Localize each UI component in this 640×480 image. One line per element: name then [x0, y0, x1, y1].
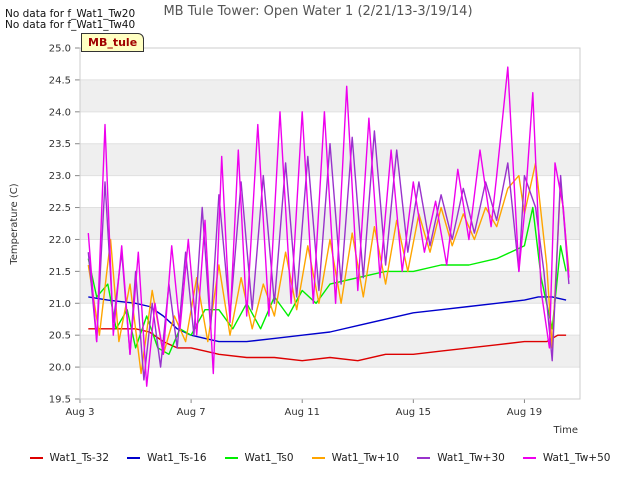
y-tick-label: 21.0 [49, 299, 71, 310]
x-tick-label: Aug 3 [65, 407, 94, 418]
x-tick-label: Aug 7 [177, 407, 206, 418]
y-tick-label: 24.0 [49, 107, 71, 118]
grid-band [80, 271, 580, 304]
chart-title: MB Tule Tower: Open Water 1 (2/21/13-3/1… [163, 4, 472, 19]
y-tick-label: 23.0 [49, 171, 71, 182]
legend-label: Wat1_Tw+50 [542, 452, 611, 464]
y-tick-label: 23.5 [49, 139, 71, 150]
y-tick-label: 22.5 [49, 203, 71, 214]
x-tick-label: Aug 11 [285, 407, 320, 418]
y-tick-label: 20.0 [49, 363, 71, 374]
legend-item: Wat1_Tw+50 [522, 452, 611, 464]
legend-item: Wat1_Ts0 [224, 452, 294, 464]
legend-item: Wat1_Ts-16 [127, 452, 207, 464]
legend-label: Wat1_Ts-32 [49, 452, 110, 464]
legend-swatch [224, 457, 238, 459]
legend-item: Wat1_Ts-32 [29, 452, 110, 464]
y-tick-label: 20.5 [49, 331, 71, 342]
y-axis-ticks: 19.5 20.0 20.5 21.0 21.5 22.0 22.5 23.0 23.5 24.0… [49, 44, 80, 406]
x-axis-ticks: Aug 3 Aug 7 Aug 11 Aug 15 Aug 19 [65, 399, 542, 418]
legend-label: Wat1_Ts0 [244, 452, 294, 464]
grid-band [80, 79, 580, 112]
plot-border [79, 47, 581, 400]
legend-label: Wat1_Ts-16 [147, 452, 207, 464]
series-line-wat1-tw-10 [87, 162, 570, 375]
series-line-wat1-tw-50 [87, 66, 570, 387]
data-lines [87, 66, 570, 387]
legend: Wat1_Ts-32 Wat1_Ts-16 Wat1_Ts0 Wat1_Tw+10 Wa… [0, 452, 640, 464]
no-data-note-2: No data for f_Wat1_Tw40 [5, 19, 136, 31]
legend-swatch [29, 457, 43, 459]
site-badge: MB_tule [81, 33, 145, 52]
x-tick-label: Aug 15 [396, 407, 431, 418]
legend-item: Wat1_Tw+10 [311, 452, 400, 464]
series-line-wat1-ts-32 [88, 328, 567, 362]
no-data-note-1: No data for f_Wat1_Tw20 [5, 8, 136, 20]
x-tick-label: Aug 19 [507, 407, 542, 418]
y-tick-label: 19.5 [49, 395, 71, 406]
legend-item: Wat1_Tw+30 [417, 452, 505, 464]
y-tick-label: 21.5 [49, 267, 71, 278]
series-line-wat1-ts-16 [88, 296, 567, 343]
y-tick-label: 24.5 [49, 75, 71, 86]
legend-label: Wat1_Tw+30 [437, 452, 505, 464]
legend-swatch [522, 457, 536, 459]
y-tick-label: 25.0 [49, 44, 71, 55]
y-tick-label: 22.0 [49, 235, 71, 246]
legend-label: Wat1_Tw+10 [331, 452, 400, 464]
legend-swatch [127, 457, 141, 459]
legend-swatch [417, 457, 431, 459]
x-axis-label: Time [553, 425, 578, 436]
legend-swatch [311, 457, 325, 459]
y-axis-label: Temperature (C) [9, 183, 20, 265]
